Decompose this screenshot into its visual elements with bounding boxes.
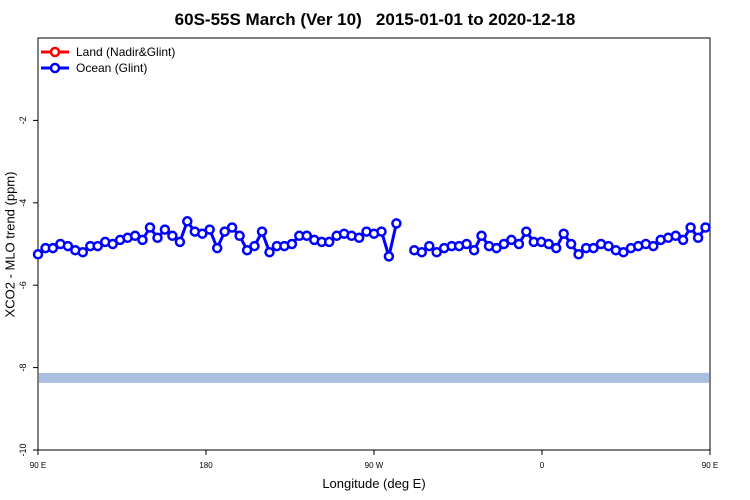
series-1-point-20: [182, 216, 193, 227]
legend-land-label: Land (Nadir&Glint): [76, 45, 176, 59]
series-1-point-65: [521, 226, 532, 237]
legend-ocean-label: Ocean (Glint): [76, 61, 148, 75]
series-1-point-29: [249, 240, 260, 252]
series-1-point-53: [431, 246, 442, 258]
series-1-point-39: [323, 236, 335, 248]
series-1-point-51: [416, 246, 428, 258]
series-1-point-15: [144, 222, 156, 233]
x-tick-label-2: 90 W: [365, 461, 384, 470]
series-1-point-57: [461, 238, 472, 250]
series-1-point-10: [107, 238, 118, 250]
y-tick-label-4: -2: [18, 116, 28, 124]
series-1-point-16: [152, 232, 163, 244]
series-1-point-85: [670, 230, 681, 242]
series-1-point-61: [491, 242, 502, 254]
y-axis-label: XCO2 - MLO trend (ppm): [2, 171, 18, 318]
series-1-point-78: [618, 246, 629, 258]
series-1-point-71: [565, 238, 577, 250]
legend-item-land: Land (Nadir&Glint): [40, 44, 175, 60]
series-1-point-30: [256, 226, 268, 237]
series-1-point-59: [476, 230, 487, 242]
series-1-point-6: [77, 246, 89, 258]
legend-ocean-marker: [41, 62, 69, 74]
series-1-point-8: [92, 240, 103, 252]
series-1-point-62: [498, 238, 510, 250]
series-1-point-89: [700, 222, 711, 233]
series-1-point-72: [573, 249, 584, 260]
legend-item-ocean: Ocean (Glint): [40, 60, 175, 76]
legend-land-marker: [41, 46, 69, 58]
series-1-point-22: [197, 228, 208, 239]
x-axis-label: Longitude (deg E): [322, 476, 426, 491]
series-1-point-23: [204, 224, 215, 235]
series-1-point-52: [424, 240, 435, 252]
series-1-point-70: [558, 228, 569, 239]
x-tick-label-1: 180: [199, 461, 213, 470]
x-tick-label-3: 0: [540, 461, 545, 470]
legend: Land (Nadir&Glint) Ocean (Glint): [40, 44, 175, 76]
series-1-point-0: [32, 249, 44, 260]
series-1-point-74: [588, 242, 599, 254]
y-tick-label-1: -8: [18, 364, 28, 372]
series-1-point-4: [62, 240, 74, 252]
series-1-point-87: [685, 222, 696, 233]
series-1-point-64: [513, 238, 525, 250]
series-1-point-31: [264, 246, 275, 258]
x-tick-label-0: 90 E: [30, 461, 46, 470]
series-1-point-24: [211, 242, 223, 254]
chart-title: 60S-55S March (Ver 10) 2015-01-01 to 202…: [174, 10, 576, 29]
series-1-point-88: [692, 232, 704, 244]
series-1-point-58: [468, 244, 480, 256]
series-1-point-2: [47, 242, 59, 254]
series-1-point-47: [383, 251, 395, 262]
series-1-point-36: [301, 230, 313, 242]
series-1-point-43: [353, 232, 365, 244]
series-1-point-26: [226, 222, 238, 233]
x-tick-label-4: 90 E: [702, 461, 718, 470]
series-1-point-17: [159, 224, 171, 235]
series-1-point-48: [391, 218, 402, 229]
y-tick-label-2: -6: [18, 281, 28, 289]
series-1-point-68: [543, 238, 554, 250]
series-1-point-28: [241, 244, 253, 256]
series-1-point-76: [603, 240, 614, 252]
series-1-point-18: [167, 230, 178, 242]
series-1-point-69: [550, 242, 562, 254]
series-1-point-86: [677, 234, 689, 246]
y-tick-label-0: -10: [18, 443, 28, 456]
series-1-point-13: [129, 230, 141, 242]
series-1-point-19: [174, 236, 186, 248]
series-1-point-34: [286, 238, 298, 250]
series-1-point-25: [219, 226, 230, 237]
series-1-point-27: [234, 230, 245, 242]
series-1-point-82: [648, 240, 659, 252]
series-1-point-63: [506, 234, 517, 246]
series-1-point-14: [137, 234, 148, 246]
y-tick-label-3: -4: [18, 199, 28, 207]
series-1-point-46: [376, 226, 387, 237]
